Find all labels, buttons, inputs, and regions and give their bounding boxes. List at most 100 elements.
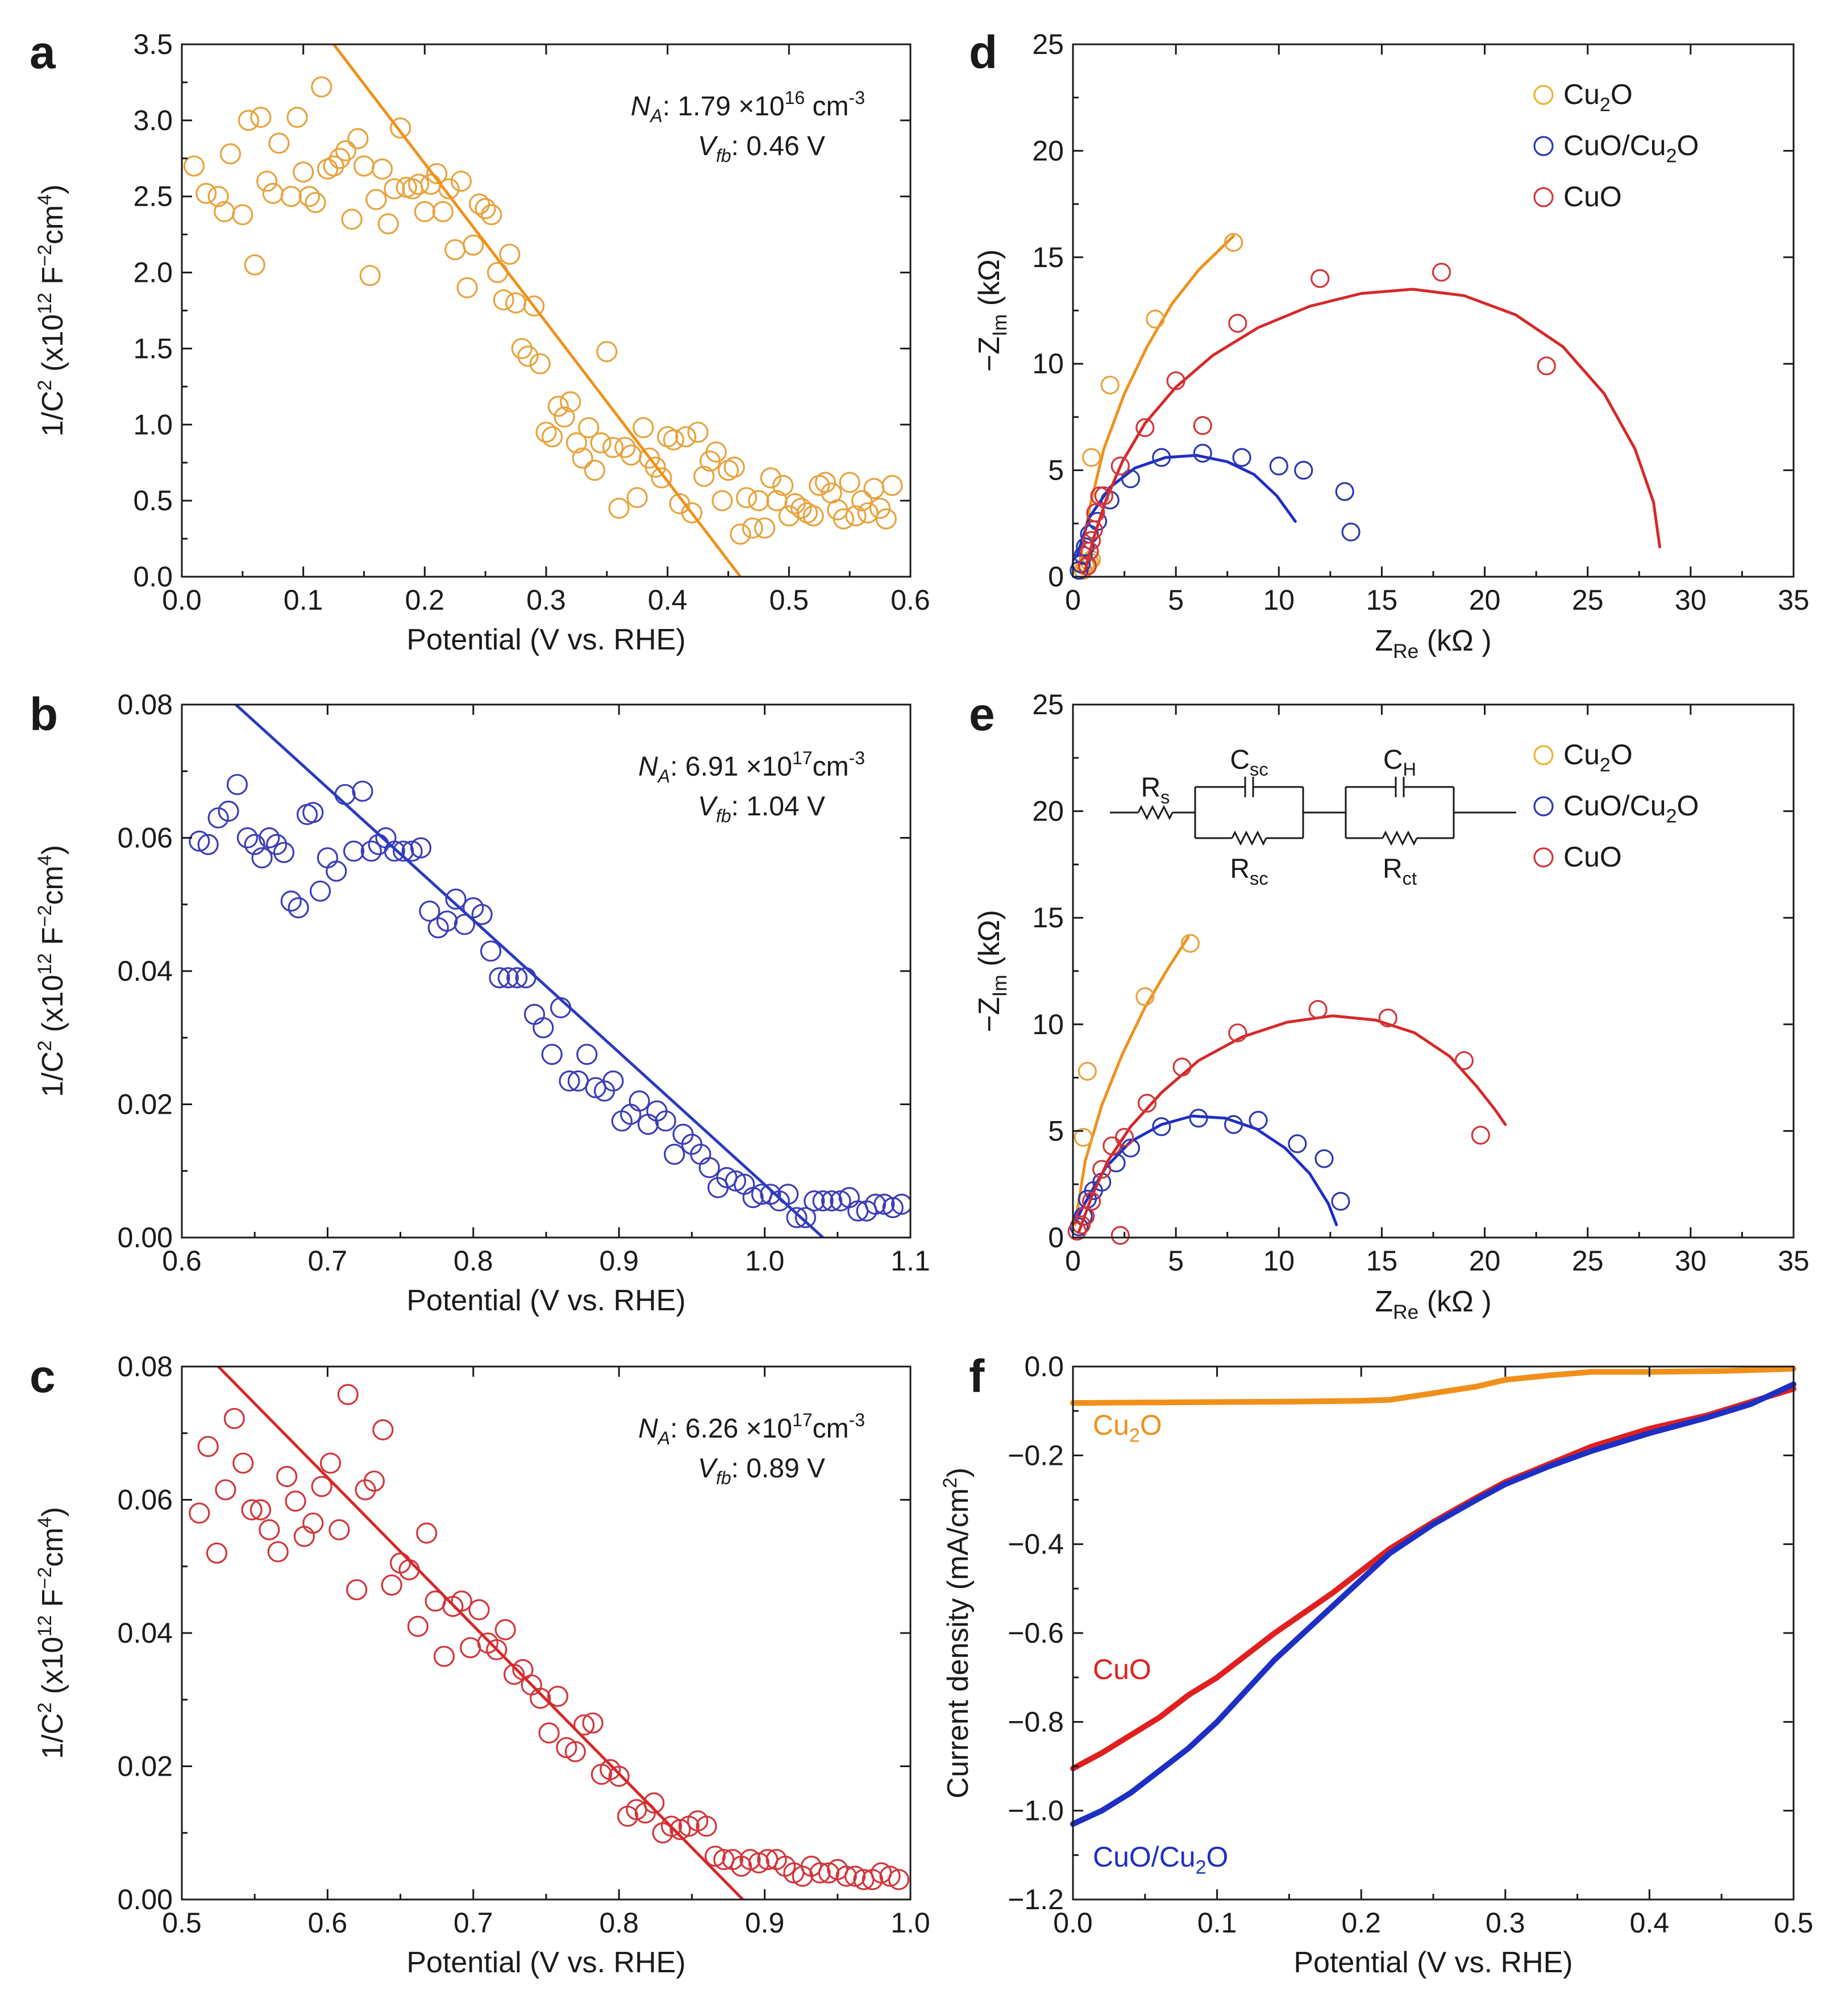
data-point bbox=[573, 1714, 595, 1736]
data-point bbox=[337, 1384, 359, 1405]
data-point bbox=[334, 784, 356, 805]
data-point bbox=[360, 840, 382, 862]
data-point bbox=[302, 1512, 324, 1534]
data-point bbox=[830, 1190, 851, 1212]
data-point bbox=[493, 289, 514, 311]
data-point bbox=[1341, 522, 1361, 542]
data-point bbox=[456, 277, 478, 298]
y-tick-label: 10 bbox=[1032, 1009, 1064, 1040]
data-point bbox=[197, 1436, 219, 1457]
data-point bbox=[347, 128, 369, 149]
series-label: CuO/Cu2O bbox=[1093, 1841, 1228, 1878]
data-point bbox=[384, 178, 405, 199]
data-point bbox=[879, 1865, 901, 1887]
data-point bbox=[875, 508, 897, 530]
data-point bbox=[576, 1043, 598, 1065]
data-point bbox=[1100, 376, 1120, 395]
data-point bbox=[432, 201, 454, 223]
data-point bbox=[857, 502, 879, 524]
y-tick-label: −0.6 bbox=[1008, 1617, 1064, 1649]
x-tick-label: 0.8 bbox=[599, 1907, 639, 1939]
y-axis-title: 1/C2 (x1012 F−2cm4) bbox=[34, 185, 69, 437]
data-point bbox=[538, 1722, 560, 1744]
nyquist-panel-e: e 0 5 10 15 20 25 30 35 0 5 10 15 20 25 ZRe (kΩ ) −ZIm (… bbox=[969, 689, 1809, 1323]
data-point bbox=[582, 1712, 604, 1734]
data-point bbox=[675, 426, 697, 448]
legend-marker bbox=[1533, 796, 1554, 817]
y-tick-label: 0.00 bbox=[118, 1884, 173, 1915]
x-tick-label: 0.8 bbox=[454, 1245, 493, 1277]
x-tick-label: 35 bbox=[1778, 584, 1809, 616]
x-axis-title: Potential (V vs. RHE) bbox=[406, 1946, 685, 1979]
data-point bbox=[189, 1502, 210, 1524]
data-point bbox=[1228, 314, 1247, 333]
data-point bbox=[433, 1646, 455, 1667]
x-tick-label: 0 bbox=[1065, 1245, 1081, 1277]
x-tick-label: 0.4 bbox=[648, 584, 688, 616]
legend-marker bbox=[1533, 136, 1554, 156]
data-point bbox=[1249, 1111, 1268, 1130]
x-tick-label: 0.2 bbox=[1341, 1907, 1381, 1939]
label-ch: CH bbox=[1383, 745, 1416, 780]
x-tick-label: 5 bbox=[1168, 1245, 1184, 1277]
data-point bbox=[311, 76, 332, 98]
data-point bbox=[1193, 416, 1212, 435]
data-point bbox=[523, 1003, 546, 1025]
label-rs: Rs bbox=[1141, 773, 1170, 807]
x-tick-label: 0.6 bbox=[891, 584, 930, 616]
data-point bbox=[251, 847, 273, 869]
data-point bbox=[1193, 444, 1212, 463]
data-point bbox=[547, 1685, 569, 1707]
data-point bbox=[660, 1815, 683, 1837]
x-tick-label: 15 bbox=[1366, 584, 1398, 616]
data-point bbox=[862, 1869, 883, 1890]
data-point bbox=[414, 201, 435, 223]
data-point bbox=[1224, 232, 1243, 252]
data-point bbox=[359, 265, 381, 286]
data-point bbox=[471, 903, 493, 925]
data-point bbox=[774, 1855, 796, 1877]
data-point bbox=[298, 186, 320, 207]
data-point bbox=[742, 1187, 764, 1209]
x-tick-label: 1.1 bbox=[891, 1245, 930, 1277]
plot-frame bbox=[1072, 703, 1795, 1239]
x-tick-label: 0.6 bbox=[162, 1245, 202, 1277]
x-tick-label: 10 bbox=[1263, 584, 1295, 616]
current-curve bbox=[1070, 1386, 1796, 1772]
y-tick-label: 20 bbox=[1032, 135, 1064, 166]
data-point bbox=[891, 1193, 910, 1215]
legend-label: Cu2O bbox=[1563, 739, 1633, 776]
data-point bbox=[189, 830, 210, 852]
data-point bbox=[481, 204, 502, 226]
plot-frame bbox=[181, 703, 912, 1239]
y-tick-label: 25 bbox=[1032, 689, 1064, 720]
fit-curve bbox=[1077, 1014, 1507, 1233]
fit-curve bbox=[1075, 1114, 1338, 1226]
label-csc: Csc bbox=[1230, 745, 1268, 780]
data-point bbox=[267, 1541, 289, 1563]
data-point bbox=[302, 802, 324, 823]
y-tick-label: 0.02 bbox=[118, 1089, 173, 1121]
y-tick-label: 20 bbox=[1032, 795, 1064, 827]
x-tick-label: 15 bbox=[1366, 1245, 1398, 1277]
data-point bbox=[393, 840, 414, 862]
data-point bbox=[475, 198, 496, 219]
data-point bbox=[1135, 987, 1155, 1006]
data-point bbox=[207, 186, 229, 207]
data-point bbox=[250, 106, 272, 128]
data-point bbox=[833, 508, 855, 530]
x-axis-title: ZRe (kΩ ) bbox=[1375, 624, 1491, 663]
data-point bbox=[1224, 1115, 1243, 1134]
lsv-panel-f: f 0.0 0.1 0.2 0.3 0.4 0.5 0.0 −0.2 −0.4 −0.6 −0.8 −1… bbox=[939, 1351, 1813, 1979]
legend-marker bbox=[1533, 745, 1554, 765]
data-point bbox=[821, 1190, 843, 1212]
data-point bbox=[419, 900, 440, 922]
x-tick-label: 1.0 bbox=[745, 1245, 785, 1277]
data-point bbox=[839, 472, 860, 493]
x-tick-label: 0.2 bbox=[405, 584, 445, 616]
data-point bbox=[276, 1465, 298, 1488]
y-tick-label: 25 bbox=[1032, 28, 1064, 60]
data-point bbox=[468, 193, 490, 215]
linear-fit-line bbox=[234, 705, 825, 1238]
y-tick-label: 10 bbox=[1032, 348, 1064, 380]
